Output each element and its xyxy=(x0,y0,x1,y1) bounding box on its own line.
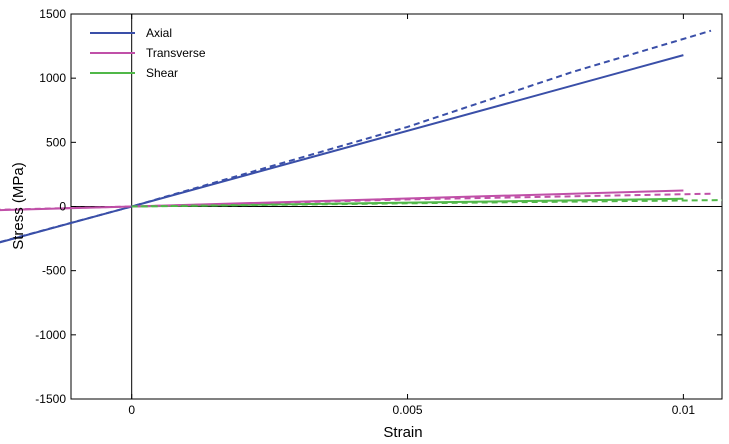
legend-label-shear: Shear xyxy=(146,66,178,80)
x-tick-label: 0 xyxy=(128,403,135,417)
y-tick-label: -1000 xyxy=(35,328,66,342)
series-line-dashed-4 xyxy=(0,192,712,211)
x-tick-label: 0.01 xyxy=(672,403,696,417)
y-tick-label: 1500 xyxy=(39,7,66,21)
x-tick-label: 0.005 xyxy=(393,403,423,417)
y-tick-label: 0 xyxy=(59,200,66,214)
legend-label-axial: Axial xyxy=(146,26,172,40)
y-tick-label: -1500 xyxy=(35,392,66,406)
y-tick-label: 500 xyxy=(46,135,66,149)
y-tick-label: -500 xyxy=(42,264,66,278)
axis-ticks xyxy=(71,13,722,400)
series-line-dashed-5 xyxy=(131,199,723,208)
legend-label-transverse: Transverse xyxy=(146,46,206,60)
series-line-dashed-3 xyxy=(0,29,712,244)
tick-labels: -0.01-0.00500.0050.01-1500-1000-50005001… xyxy=(35,7,696,417)
y-tick-label: 1000 xyxy=(39,71,66,85)
y-axis-title: Stress (MPa) xyxy=(10,162,27,250)
x-axis-title: Strain xyxy=(383,424,422,441)
series-line-axial xyxy=(0,54,684,244)
legend: Axial Transverse Shear xyxy=(90,26,206,80)
series-layer xyxy=(0,29,723,244)
